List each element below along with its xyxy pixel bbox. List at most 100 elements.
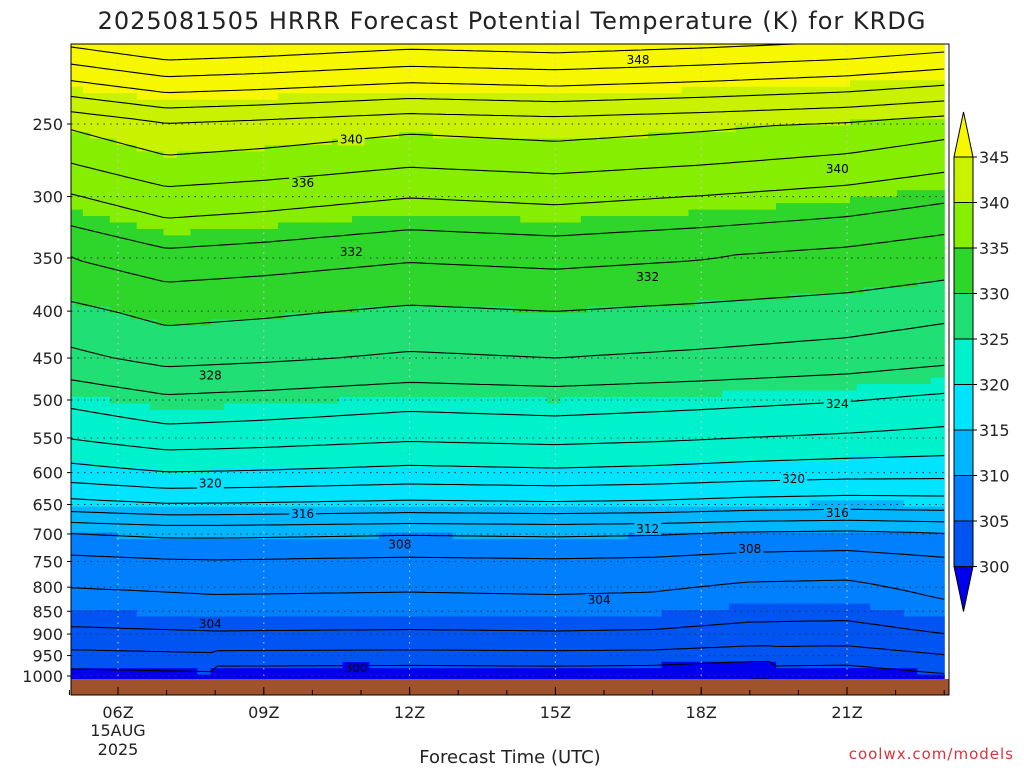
- fill-cell: [89, 73, 97, 81]
- fill-cell: [937, 86, 945, 94]
- fill-cell: [701, 86, 710, 94]
- fill-cell: [419, 209, 427, 217]
- fill-cell: [695, 151, 703, 159]
- fill-cell: [742, 60, 750, 69]
- fill-cell: [870, 80, 878, 88]
- fill-cell: [156, 48, 165, 56]
- fill-cell: [190, 144, 198, 153]
- fill-cell: [715, 125, 723, 133]
- fill-cell: [654, 151, 663, 159]
- fill-cell: [856, 267, 865, 275]
- fill-cell: [742, 164, 750, 172]
- fill-cell: [284, 54, 293, 62]
- fill-cell: [809, 222, 817, 230]
- fill-cell: [452, 119, 461, 127]
- fill-cell: [823, 177, 831, 185]
- fill-cell: [136, 222, 145, 230]
- fill-cell: [500, 86, 508, 94]
- fill-cell: [71, 67, 77, 75]
- fill-cell: [876, 44, 885, 49]
- fill-cell: [775, 157, 784, 165]
- fill-cell: [789, 138, 797, 146]
- fill-cell: [109, 144, 118, 153]
- fill-cell: [870, 93, 878, 101]
- fill-cell: [675, 138, 683, 146]
- fill-cell: [96, 177, 104, 185]
- fill-cell: [345, 222, 353, 230]
- fill-cell: [553, 222, 562, 230]
- fill-cell: [688, 138, 696, 146]
- fill-cell: [641, 261, 649, 269]
- fill-cell: [755, 203, 764, 211]
- fill-cell: [399, 235, 407, 243]
- fill-cell: [89, 48, 97, 56]
- fill-cell: [903, 241, 912, 249]
- fill-cell: [796, 132, 804, 140]
- fill-cell: [580, 183, 589, 191]
- fill-cell: [742, 112, 750, 120]
- fill-cell: [587, 183, 595, 191]
- fill-cell: [601, 54, 609, 62]
- fill-cell: [163, 203, 171, 211]
- fill-cell: [392, 54, 400, 62]
- fill-cell: [708, 132, 717, 140]
- fill-cell: [452, 209, 461, 217]
- fill-cell: [82, 99, 91, 107]
- fill-cell: [197, 99, 205, 107]
- fill-cell: [681, 261, 690, 269]
- fill-cell: [116, 190, 124, 198]
- fill-cell: [230, 267, 239, 275]
- fill-cell: [742, 132, 750, 140]
- fill-cell: [385, 125, 393, 133]
- fill-cell: [257, 125, 266, 133]
- fill-cell: [500, 267, 508, 275]
- fill-cell: [170, 138, 178, 146]
- fill-cell: [486, 177, 494, 185]
- fill-cell: [755, 93, 764, 101]
- fill-cell: [237, 54, 245, 62]
- fill-cell: [177, 235, 185, 243]
- fill-cell: [432, 44, 441, 49]
- fill-cell: [681, 241, 690, 249]
- fill-cell: [311, 157, 319, 165]
- fill-cell: [634, 151, 642, 159]
- fill-cell: [217, 170, 225, 178]
- fill-cell: [251, 44, 259, 49]
- fill-cell: [129, 209, 138, 217]
- fill-cell: [89, 280, 97, 288]
- fill-cell: [237, 183, 245, 191]
- fill-cell: [883, 44, 891, 49]
- fill-cell: [352, 177, 360, 185]
- fill-cell: [129, 177, 138, 185]
- fill-cell: [352, 274, 360, 282]
- fill-cell: [103, 99, 111, 107]
- fill-cell: [493, 209, 501, 217]
- fill-cell: [446, 216, 454, 224]
- fill-cell: [897, 274, 905, 282]
- fill-cell: [648, 216, 656, 224]
- fill-cell: [170, 261, 178, 269]
- fill-cell: [775, 54, 784, 62]
- fill-cell: [473, 54, 481, 62]
- fill-cell: [715, 190, 723, 198]
- fill-cell: [109, 216, 118, 224]
- fill-cell: [426, 248, 434, 256]
- fill-cell: [648, 80, 656, 88]
- fill-cell: [715, 138, 723, 146]
- fill-cell: [163, 144, 171, 153]
- fill-cell: [621, 67, 629, 75]
- fill-cell: [695, 35, 702, 42]
- fill-cell: [136, 235, 145, 243]
- fill-cell: [728, 44, 737, 49]
- fill-cell: [627, 86, 636, 94]
- fill-cell: [903, 54, 912, 62]
- fill-cell: [339, 35, 346, 42]
- fill-cell: [695, 190, 703, 198]
- fill-cell: [486, 54, 494, 62]
- fill-cell: [278, 261, 286, 269]
- fill-cell: [345, 241, 353, 249]
- fill-cell: [170, 216, 178, 224]
- fill-cell: [661, 93, 669, 101]
- fill-cell: [284, 209, 293, 217]
- fill-cell: [513, 138, 521, 146]
